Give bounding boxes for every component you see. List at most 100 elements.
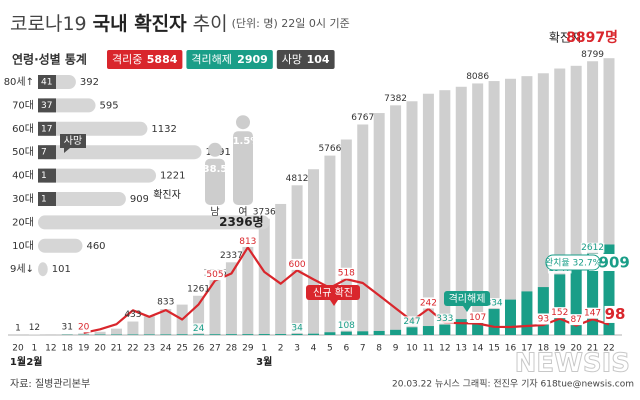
new-cases-label: 98	[605, 305, 626, 323]
age-bar	[38, 192, 126, 206]
status-name: 격리해제	[191, 52, 231, 66]
x-tick-label: 9	[393, 344, 399, 354]
age-bar	[38, 168, 157, 183]
x-tick-label: 25	[176, 344, 187, 354]
cumulative-label: 433	[124, 310, 141, 320]
age-label: 10대	[12, 240, 34, 252]
cumulative-bar	[390, 105, 402, 336]
death-value: 7	[41, 148, 47, 158]
cumulative-bar	[521, 76, 533, 336]
x-tick-label: 20	[570, 344, 582, 354]
x-tick-label: 29	[242, 344, 254, 354]
person-head	[236, 115, 250, 130]
cumulative-label: 8799	[581, 50, 604, 60]
released-bar	[505, 299, 516, 335]
death-badge	[38, 168, 56, 183]
released-bar	[570, 265, 582, 335]
cumulative-bar	[603, 58, 615, 336]
x-tick-label: 20	[12, 344, 24, 354]
label-bg	[337, 320, 356, 331]
cumulative-bar	[587, 61, 599, 336]
total-name: 확진자	[549, 31, 582, 45]
age-bar	[38, 145, 202, 160]
x-tick-label: 15	[488, 344, 499, 354]
x-tick-label: 16	[505, 344, 517, 354]
x-tick-label: 26	[193, 344, 205, 354]
cumulative-bar	[127, 321, 139, 335]
released-bar	[439, 324, 451, 335]
cumulative-bar	[111, 328, 122, 335]
sex-value: 38.5	[203, 164, 228, 175]
age-value-label: 595	[100, 100, 119, 111]
death-value: 37	[41, 101, 52, 111]
released-bar	[554, 274, 566, 335]
label-bg	[550, 307, 570, 319]
released-label: 333	[436, 314, 453, 324]
label-bg	[484, 298, 504, 309]
age-label: 50대	[12, 146, 34, 158]
age-value-label: 1221	[160, 171, 185, 182]
label-bg	[290, 322, 304, 333]
sex-label: 여	[238, 206, 247, 218]
label-bg	[238, 235, 258, 247]
cumulative-bar	[160, 309, 172, 335]
x-tick-label: 10	[406, 344, 418, 354]
cumulative-bar	[275, 203, 287, 335]
status-box	[186, 50, 273, 69]
x-tick-label: 18	[62, 344, 74, 354]
released-bar	[242, 334, 254, 335]
age-label: 20대	[12, 216, 34, 228]
x-tick-label: 5	[327, 344, 333, 354]
label-bg	[402, 316, 422, 327]
new-cases-label: 20	[78, 322, 90, 332]
death-badge	[38, 145, 56, 160]
x-tick-label: 1	[32, 344, 38, 354]
credit: 20.03.22 뉴시스 그래픽: 전진우 기자 618tue@newsis.c…	[392, 379, 634, 390]
x-tick-label: 23	[144, 344, 155, 354]
new-cases-label: 93	[538, 314, 549, 324]
status-value: 104	[307, 53, 330, 66]
cumulative-label: 1	[15, 323, 21, 333]
age-bar	[38, 215, 270, 230]
cumulative-label: 8086	[466, 72, 489, 82]
label-bg	[569, 314, 584, 326]
age-label: 80세↑	[4, 76, 34, 88]
person-body	[233, 131, 253, 205]
cumulative-bar	[94, 331, 106, 335]
person-body	[205, 158, 225, 205]
x-tick-label: 11	[423, 344, 434, 354]
new-cases-label: 242	[420, 298, 437, 308]
callout-pointer	[64, 148, 70, 153]
released-bar	[193, 334, 205, 335]
released-bar	[324, 332, 336, 335]
source: 자료: 질병관리본부	[10, 378, 90, 390]
age-value-label: 2396명	[219, 215, 263, 229]
cumulative-bar	[406, 101, 418, 335]
legend-name: 신규 확진	[313, 287, 353, 299]
cumulative-bar	[143, 316, 155, 335]
released-bar	[225, 334, 237, 335]
new-cases-label: 600	[288, 260, 305, 270]
death-value: 41	[41, 78, 52, 88]
x-tick-label: 7	[360, 344, 366, 354]
x-tick-label: 2	[278, 344, 284, 354]
age-chart-title: 연령·성별 통계	[12, 52, 87, 67]
cumulative-label: 5766	[318, 144, 341, 154]
label-bg	[580, 242, 605, 253]
cumulative-bar	[324, 155, 336, 335]
death-value: 17	[41, 124, 52, 134]
new-cases-label: 87	[570, 315, 581, 325]
x-tick-label: 28	[226, 344, 238, 354]
released-bar	[488, 309, 500, 335]
cumulative-bar	[570, 65, 582, 336]
age-value-label: 909	[130, 194, 149, 205]
title: 코로나19 국내 확진자 추이 (단위: 명) 22일 0시 기준	[10, 12, 350, 35]
x-tick-label: 4	[311, 344, 317, 354]
cumulative-label: 7382	[384, 94, 407, 104]
new-cases-label: 147	[584, 309, 601, 319]
released-label: 34	[291, 323, 303, 333]
age-label: 30대	[12, 193, 34, 205]
annotation: 완치율 32.7%	[545, 257, 602, 269]
